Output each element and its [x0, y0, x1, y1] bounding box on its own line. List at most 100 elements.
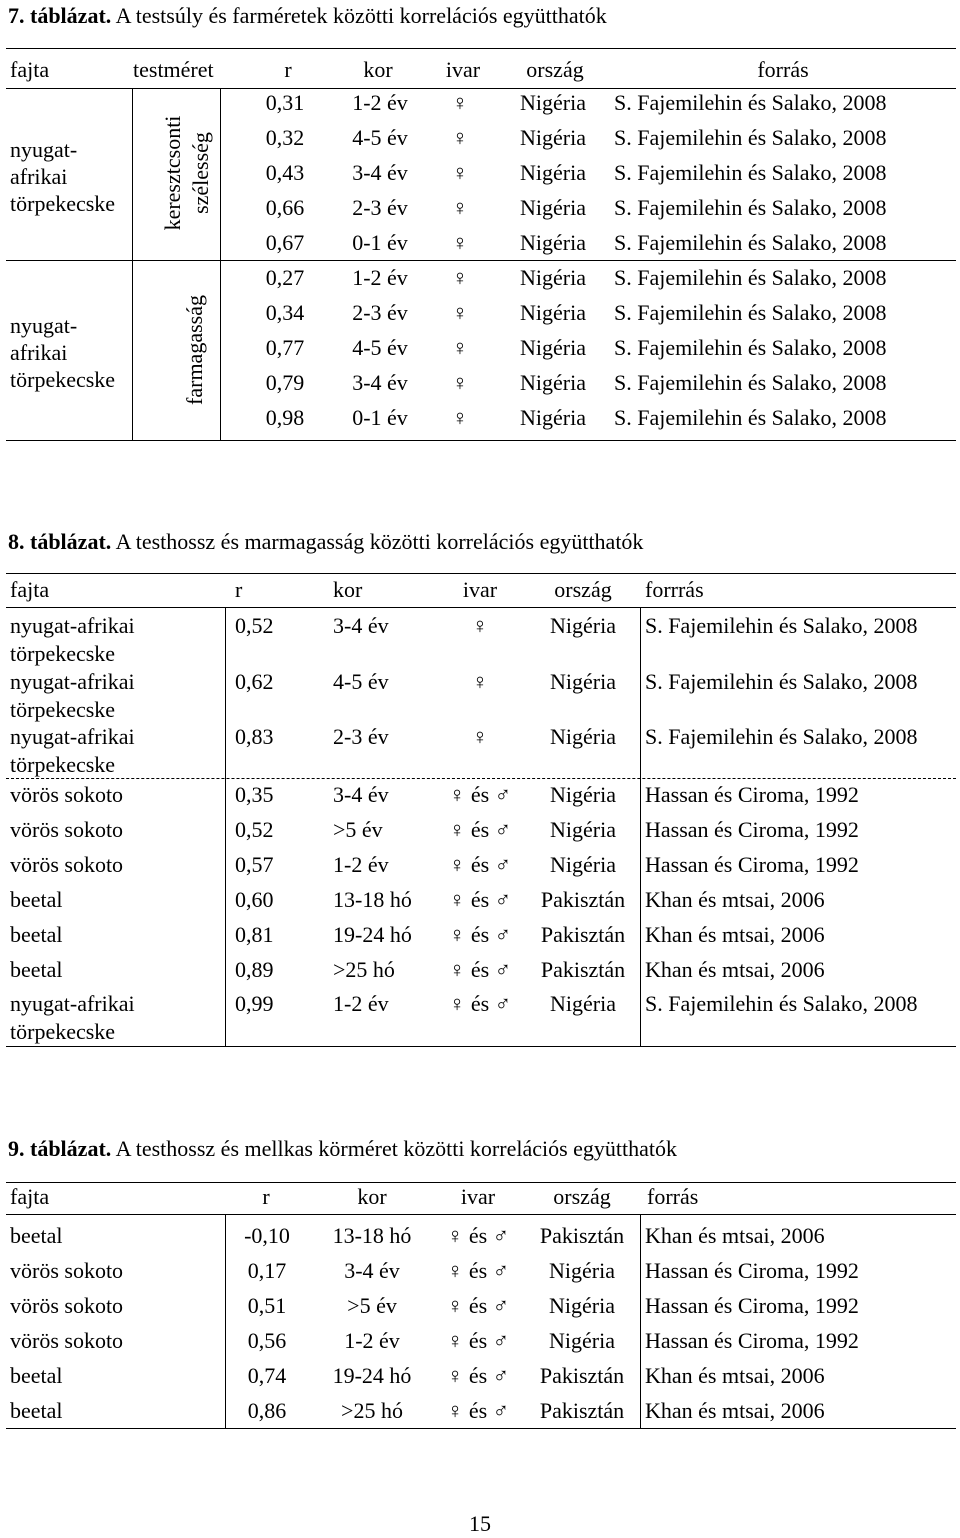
cell: ♀: [451, 265, 469, 290]
cell: S. Fajemilehin és Salako, 2008: [614, 405, 887, 430]
testmeret: keresztcsonti: [160, 115, 185, 231]
cell: Khan és mtsai, 2006: [645, 957, 825, 982]
cell: Khan és mtsai, 2006: [645, 1398, 825, 1423]
fajta: nyugat-afrikai: [10, 991, 135, 1016]
cell: Hassan és Ciroma, 1992: [645, 817, 859, 842]
cell: S. Fajemilehin és Salako, 2008: [614, 195, 887, 220]
cell: ♀: [451, 370, 469, 395]
cell: Nigéria: [520, 335, 586, 360]
cell: ♀ és ♂: [446, 1258, 510, 1283]
cell: 19-24 hó: [332, 1363, 412, 1388]
cell: 0,43: [265, 160, 305, 185]
cell: ♀ és ♂: [448, 887, 512, 912]
table7-title: 7. táblázat. A testsúly és farméretek kö…: [8, 3, 607, 29]
rule: [6, 260, 956, 261]
cell: 1-2 év: [352, 265, 408, 290]
cell: 13-18 hó: [332, 1223, 412, 1248]
cell: Nigéria: [520, 405, 586, 430]
cell: >25 hó: [333, 957, 395, 982]
cell: 0,56: [247, 1328, 287, 1353]
cell: 4-5 év: [333, 669, 389, 694]
cell: >5 év: [333, 817, 383, 842]
fajta: nyugat-afrikai: [10, 669, 135, 694]
header-cell: ország: [526, 57, 584, 82]
cell: 0,89: [235, 957, 274, 982]
fajta: afrikai: [10, 164, 68, 189]
cell: ♀: [451, 230, 469, 255]
fajta: nyugat-: [10, 137, 78, 162]
cell: Nigéria: [520, 370, 586, 395]
cell: 0,67: [265, 230, 305, 255]
cell: 0,52: [235, 613, 274, 638]
cell: ♀ és ♂: [446, 1328, 510, 1353]
rule: [640, 607, 641, 1046]
cell: Nigéria: [520, 160, 586, 185]
cell: Nigéria: [549, 1258, 615, 1283]
cell: Nigéria: [520, 300, 586, 325]
header-cell: forrás: [757, 57, 809, 82]
rule: [220, 88, 221, 440]
cell: 19-24 hó: [333, 922, 412, 947]
cell: ♀ és ♂: [446, 1363, 510, 1388]
cell: Nigéria: [550, 817, 616, 842]
cell: ♀ és ♂: [448, 852, 512, 877]
cell: Hassan és Ciroma, 1992: [645, 1328, 859, 1353]
cell: 0,62: [235, 669, 274, 694]
cell: 0,31: [265, 90, 305, 115]
fajta: vörös sokoto: [10, 817, 124, 842]
rule: [132, 88, 133, 440]
cell: Nigéria: [550, 782, 616, 807]
cell: 0-1 év: [352, 405, 408, 430]
header-cell: testméret: [133, 57, 214, 82]
fajta: vörös sokoto: [10, 782, 124, 807]
rule: [6, 1428, 956, 1429]
cell: 0,32: [265, 125, 305, 150]
rule: [225, 1214, 226, 1428]
cell: Nigéria: [550, 852, 616, 877]
fajta: törpekecske: [10, 752, 116, 777]
testmeret: farmagasság: [182, 295, 207, 405]
cell: Khan és mtsai, 2006: [645, 1223, 825, 1248]
cell: 0,74: [247, 1363, 287, 1388]
cell: 1-2 év: [344, 1328, 400, 1353]
cell: Nigéria: [520, 90, 586, 115]
header-cell: ország: [554, 577, 612, 602]
cell: 1-2 év: [333, 852, 389, 877]
rule: [6, 1182, 956, 1183]
cell: 2-3 év: [352, 195, 408, 220]
cell: ♀ és ♂: [446, 1293, 510, 1318]
cell: ♀ és ♂: [446, 1223, 510, 1248]
cell: ♀: [451, 125, 469, 150]
cell: 0,77: [265, 335, 305, 360]
cell: S. Fajemilehin és Salako, 2008: [614, 335, 887, 360]
label: 7. táblázat.: [8, 3, 112, 28]
header-cell: ivar: [460, 1184, 496, 1209]
cell: Pakisztán: [539, 1398, 625, 1423]
cell: 0,35: [235, 782, 274, 807]
rule: [6, 88, 956, 89]
rule: [6, 607, 956, 608]
cell: S. Fajemilehin és Salako, 2008: [614, 265, 887, 290]
cell: beetal: [10, 1398, 63, 1423]
label: 8. táblázat.: [8, 529, 112, 554]
rule: [6, 573, 956, 574]
cell: S. Fajemilehin és Salako, 2008: [614, 125, 887, 150]
cell: 0-1 év: [352, 230, 408, 255]
header-cell: kor: [333, 577, 363, 602]
header-cell: fajta: [10, 57, 50, 82]
cell: Pakisztán: [539, 1363, 625, 1388]
cell: S. Fajemilehin és Salako, 2008: [645, 724, 918, 749]
cell: ♀ és ♂: [446, 1398, 510, 1423]
header-cell: ország: [553, 1184, 611, 1209]
cell: 4-5 év: [352, 125, 408, 150]
cell: S. Fajemilehin és Salako, 2008: [645, 613, 918, 638]
cell: 3-4 év: [352, 370, 408, 395]
fajta: törpekecske: [10, 367, 116, 392]
cell: Nigéria: [520, 230, 586, 255]
cell: S. Fajemilehin és Salako, 2008: [614, 300, 887, 325]
cell: Nigéria: [550, 613, 616, 638]
cell: vörös sokoto: [10, 1293, 124, 1318]
header-cell: kor: [357, 1184, 387, 1209]
cell: Nigéria: [549, 1293, 615, 1318]
cell: Nigéria: [520, 265, 586, 290]
